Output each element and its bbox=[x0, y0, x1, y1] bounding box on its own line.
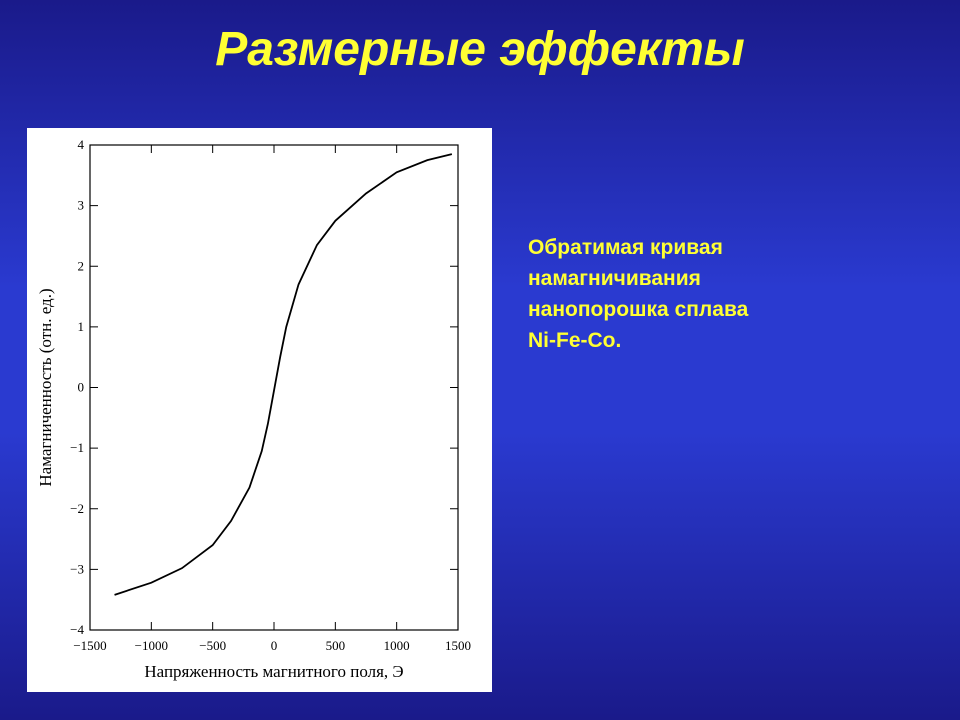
chart-background bbox=[27, 128, 492, 692]
description-line: нанопорошка сплава bbox=[528, 298, 749, 321]
y-tick-label: 0 bbox=[78, 380, 85, 395]
x-tick-label: 500 bbox=[326, 638, 346, 653]
x-tick-label: 1000 bbox=[384, 638, 410, 653]
x-tick-label: 0 bbox=[271, 638, 278, 653]
y-axis-label: Намагниченность (отн. ед.) bbox=[36, 288, 55, 486]
y-tick-label: −2 bbox=[70, 501, 84, 516]
x-tick-label: −1000 bbox=[135, 638, 168, 653]
curve bbox=[114, 153, 453, 596]
description: Обратимая кривая намагничивания нанопорошк… bbox=[528, 232, 748, 356]
description-line: Ni-Fe-Co. bbox=[528, 329, 622, 352]
x-tick-label: 1500 bbox=[445, 638, 471, 653]
y-tick-label: −3 bbox=[70, 561, 84, 576]
x-axis-label: Напряженность магнитного поля, Э bbox=[144, 662, 403, 681]
y-tick-label: 2 bbox=[78, 258, 85, 273]
chart: −1500 −1000 −500 0 500 1000 1500 −4 −3 −2 −1 0 1 2 3 4 Н… bbox=[27, 128, 492, 692]
y-tick-label: 4 bbox=[78, 137, 85, 152]
y-tick-label: 3 bbox=[78, 198, 85, 213]
description-line: намагничивания bbox=[528, 267, 701, 290]
y-tick-label: −4 bbox=[70, 622, 84, 637]
x-tick-label: −500 bbox=[199, 638, 226, 653]
y-tick-label: 1 bbox=[78, 319, 85, 334]
x-tick-label: −1500 bbox=[73, 638, 106, 653]
slide-title: Размерные эффекты bbox=[215, 23, 745, 76]
y-tick-label: −1 bbox=[70, 440, 84, 455]
description-line: Обратимая кривая bbox=[528, 236, 723, 259]
